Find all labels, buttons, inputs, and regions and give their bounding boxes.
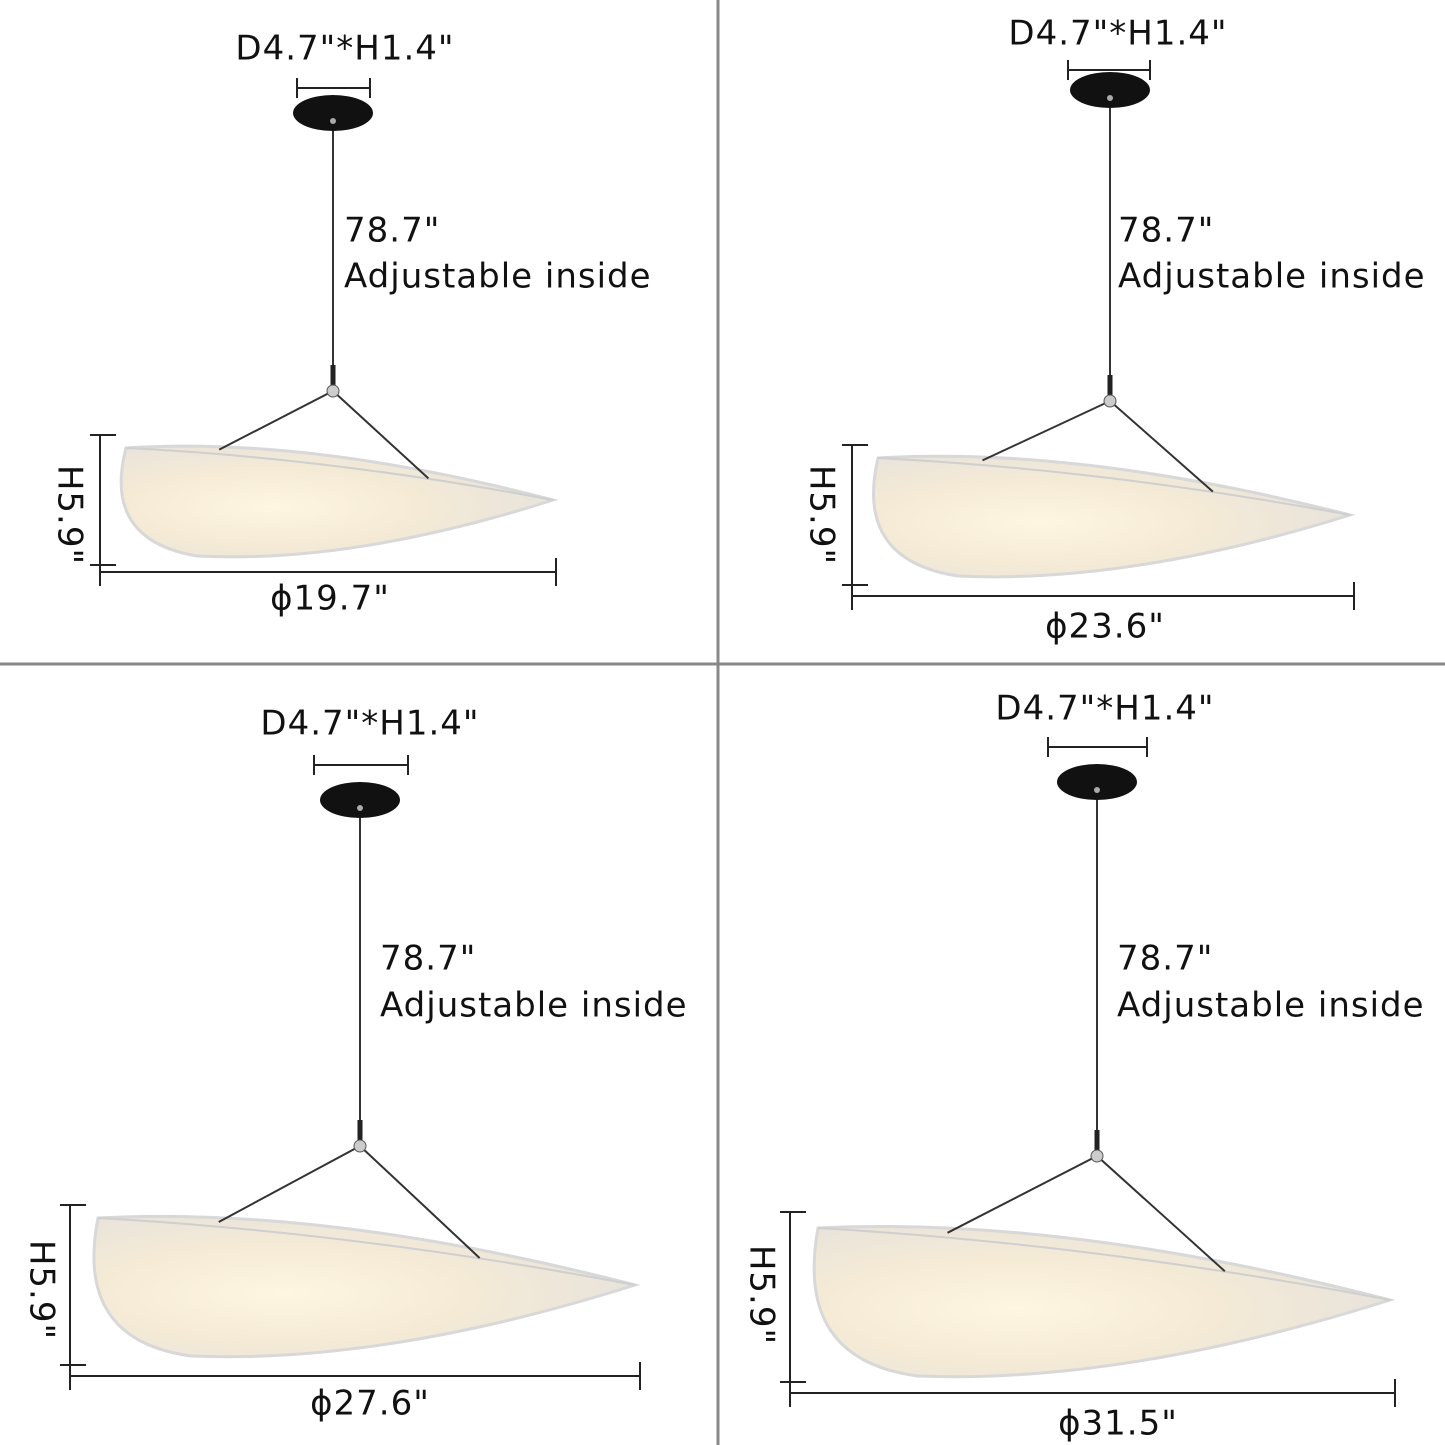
height-dimension [60, 1204, 86, 1366]
shade-rim [125, 447, 554, 501]
canopy [1070, 72, 1150, 108]
cord-note: Adjustable inside [1118, 257, 1426, 297]
shade [119, 444, 559, 559]
cord-note: Adjustable inside [1117, 986, 1425, 1026]
cord-grip [1107, 375, 1113, 395]
hub [1103, 394, 1117, 408]
cord-length: 78.7" [1117, 939, 1213, 979]
hub [1090, 1149, 1104, 1163]
height-dimension [842, 444, 868, 586]
canopy-label: D4.7"*H1.4" [1008, 14, 1227, 54]
height-dimension [90, 434, 116, 566]
screw [1094, 787, 1100, 793]
diameter-label: ϕ27.6" [310, 1384, 430, 1424]
height-dimension [780, 1211, 806, 1383]
canopy-label: D4.7"*H1.4" [235, 29, 454, 69]
cord-grip [330, 365, 336, 385]
shade [812, 1225, 1396, 1379]
dimension-line [1047, 737, 1148, 757]
cord-note: Adjustable inside [380, 986, 688, 1026]
diameter-dimension [69, 1362, 641, 1390]
screw [1107, 95, 1113, 101]
height-label: H5.9" [742, 1245, 782, 1345]
cord-grip [357, 1120, 363, 1140]
shade-rim [97, 1217, 636, 1286]
cord-length: 78.7" [344, 211, 440, 251]
cord-length: 78.7" [380, 939, 476, 979]
dimension-line [296, 78, 371, 98]
diameter-dimension [851, 582, 1355, 610]
shade [872, 454, 1356, 579]
diameter-label: ϕ19.7" [270, 579, 390, 619]
diameter-dimension [789, 1379, 1396, 1407]
height-label: H5.9" [22, 1240, 62, 1340]
height-label: H5.9" [50, 465, 90, 565]
shade [92, 1214, 641, 1359]
canopy [320, 782, 400, 818]
screw [357, 805, 363, 811]
hub [326, 384, 340, 398]
canopy-label: D4.7"*H1.4" [260, 704, 479, 744]
cord-grip [1094, 1130, 1100, 1150]
dimension-line [313, 755, 409, 775]
canopy [1057, 764, 1137, 800]
canopy [293, 95, 373, 131]
canopy-label: D4.7"*H1.4" [995, 689, 1214, 729]
hub [353, 1139, 367, 1153]
height-label: H5.9" [802, 465, 842, 565]
shade-rim [817, 1227, 1391, 1301]
dimension-line [1067, 60, 1151, 80]
diameter-dimension [99, 558, 557, 586]
cord-length: 78.7" [1118, 211, 1214, 251]
diameter-label: ϕ23.6" [1045, 607, 1165, 647]
shade-rim [877, 457, 1351, 516]
screw [330, 118, 336, 124]
cord-note: Adjustable inside [344, 257, 652, 297]
diameter-label: ϕ31.5" [1058, 1404, 1178, 1444]
